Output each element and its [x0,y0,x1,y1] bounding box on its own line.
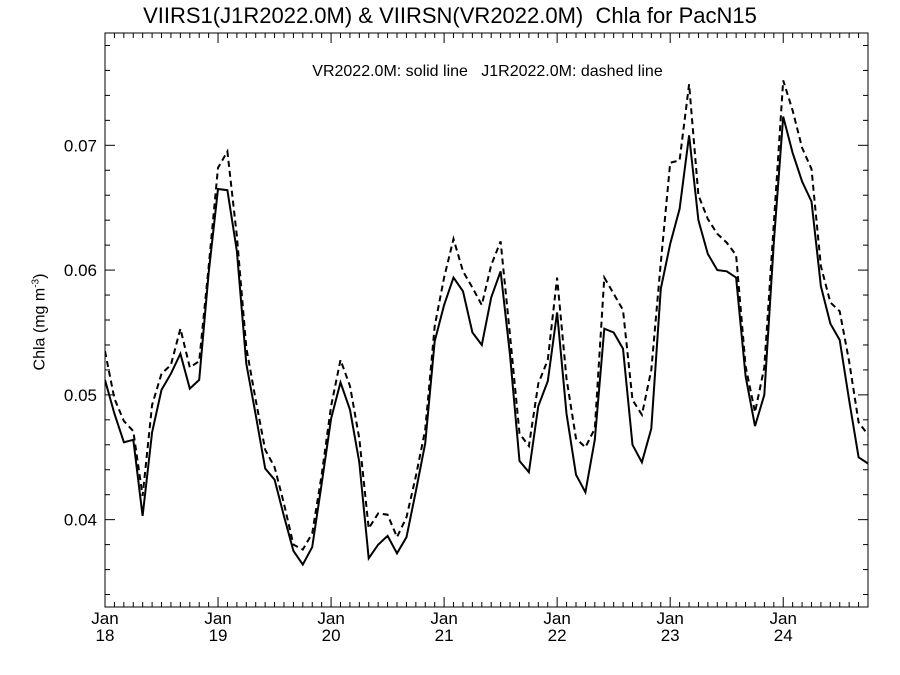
x-tick-label-year: 19 [209,626,228,645]
y-tick-label: 0.04 [64,511,97,530]
x-tick-label-month: Jan [770,609,797,628]
x-tick-label-year: 22 [548,626,567,645]
x-tick-label-year: 21 [435,626,454,645]
chart-title: VIIRS1(J1R2022.0M) & VIIRSN(VR2022.0M) C… [143,3,757,28]
y-tick-label: 0.06 [64,261,97,280]
x-tick-label-year: 24 [774,626,793,645]
x-tick-label-month: Jan [317,609,344,628]
x-tick-label-month: Jan [430,609,457,628]
x-tick-label-year: 18 [96,626,115,645]
x-tick-label-month: Jan [543,609,570,628]
series-line-vr2022-solid [105,116,868,567]
x-tick-label-year: 23 [661,626,680,645]
series-line-j1r2022-dashed [105,80,868,551]
y-tick-label: 0.07 [64,136,97,155]
x-tick-label-month: Jan [91,609,118,628]
x-tick-label-month: Jan [204,609,231,628]
x-tick-label-year: 20 [322,626,341,645]
line-style-legend: VR2022.0M: solid line J1R2022.0M: dashed… [312,63,663,80]
x-tick-label-month: Jan [656,609,683,628]
y-tick-label: 0.05 [64,386,97,405]
